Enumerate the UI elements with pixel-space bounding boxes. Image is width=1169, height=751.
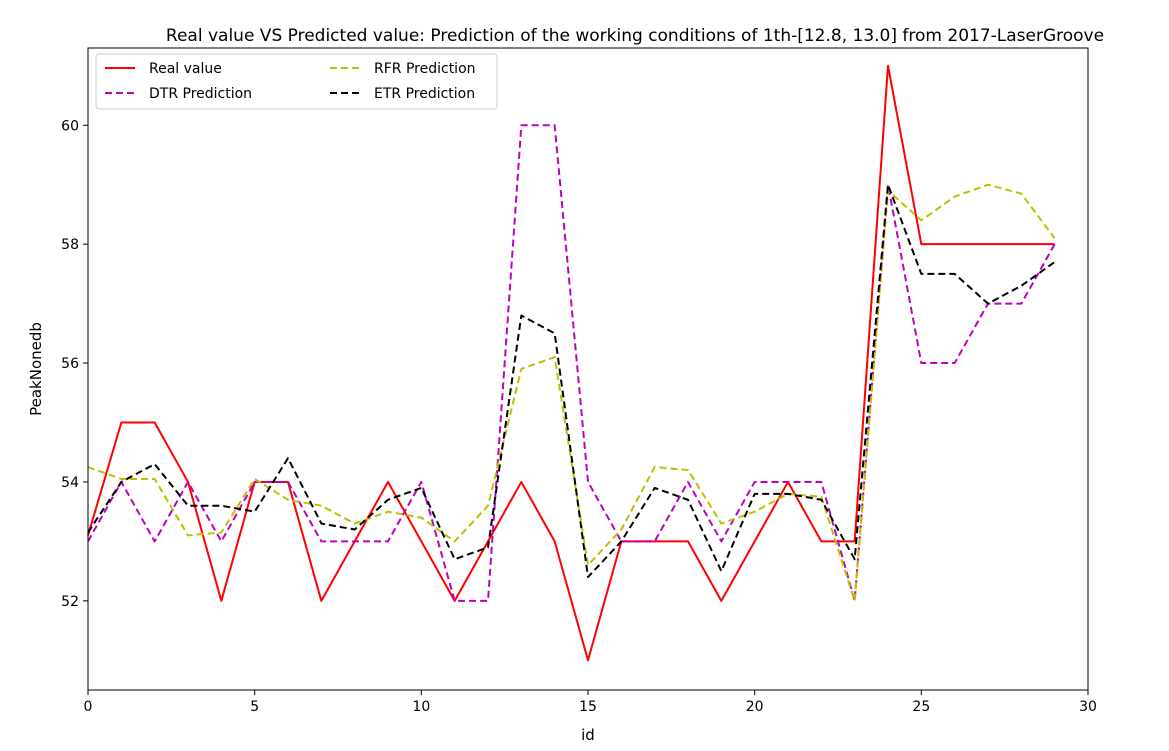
x-tick-label: 20 — [746, 699, 764, 715]
plot-frame — [87, 47, 1089, 691]
series-line-dtr-prediction — [87, 124, 1056, 602]
axes: 0 5 10 15 20 25 30 52 54 56 58 60 — [61, 118, 1097, 715]
x-tick-label: 5 — [250, 699, 259, 715]
series-line-etr-prediction — [87, 183, 1056, 579]
y-tick-label: 52 — [61, 594, 79, 610]
series-line-rfr-prediction — [87, 183, 1056, 602]
x-tick-label: 30 — [1079, 699, 1097, 715]
legend-label: RFR Prediction — [374, 61, 476, 77]
y-axis-label: PeakNonedb — [27, 322, 45, 416]
y-tick-label: 58 — [61, 237, 79, 253]
plot-area — [87, 64, 1056, 662]
legend-box — [95, 53, 498, 110]
legend-label: Real value — [149, 61, 222, 77]
x-tick-label: 0 — [84, 699, 93, 715]
x-axis-label: id — [581, 726, 595, 744]
legend-label: DTR Prediction — [149, 86, 252, 102]
legend-label: ETR Prediction — [374, 86, 475, 102]
x-tick-label: 25 — [912, 699, 930, 715]
x-tick-label: 10 — [412, 699, 430, 715]
x-tick-label: 15 — [579, 699, 597, 715]
legend: Real value DTR Prediction RFR Prediction ET… — [95, 53, 498, 110]
chart-title: Real value VS Predicted value: Predictio… — [166, 26, 1104, 46]
y-tick-label: 54 — [61, 475, 79, 491]
y-tick-label: 56 — [61, 356, 79, 372]
series-line-real-value — [87, 64, 1055, 662]
y-tick-label: 60 — [61, 118, 79, 134]
